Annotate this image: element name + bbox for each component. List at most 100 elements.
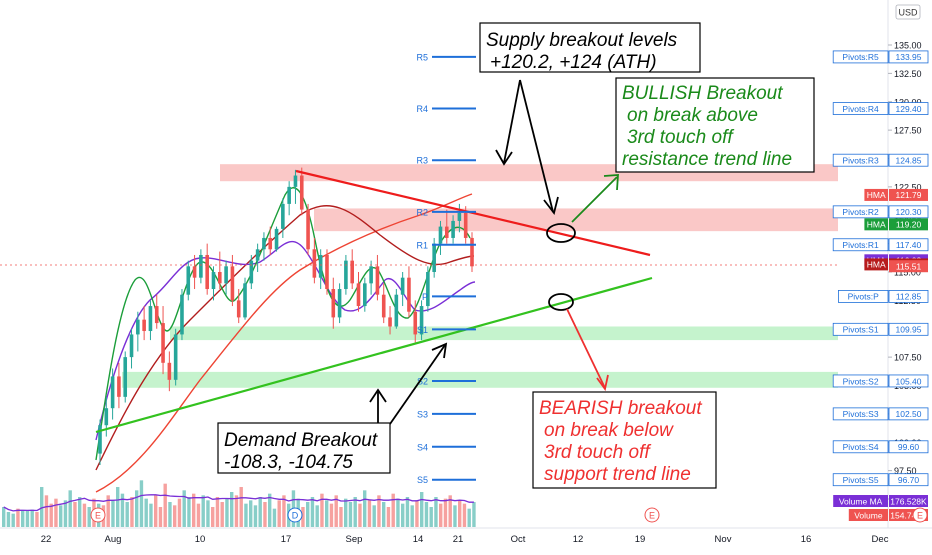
candle[interactable] bbox=[142, 306, 146, 341]
candle[interactable] bbox=[388, 306, 392, 335]
candle-body bbox=[444, 226, 449, 238]
candle[interactable] bbox=[136, 311, 140, 352]
event-marker[interactable]: E bbox=[644, 507, 660, 523]
candle[interactable] bbox=[306, 203, 310, 255]
time-tick-label: 10 bbox=[195, 534, 206, 545]
candle[interactable] bbox=[249, 254, 254, 290]
candle-body bbox=[293, 175, 298, 187]
event-marker[interactable]: E bbox=[90, 507, 106, 523]
volume-bar bbox=[206, 500, 210, 527]
volume-bar bbox=[82, 503, 87, 527]
candle[interactable] bbox=[299, 167, 304, 216]
candle[interactable] bbox=[173, 328, 178, 386]
demand-annotation: Demand Breakout -108.3, -104.75 bbox=[217, 422, 391, 474]
candle[interactable] bbox=[470, 232, 474, 272]
volume-bar bbox=[87, 507, 91, 527]
candle[interactable] bbox=[148, 300, 153, 341]
candle[interactable] bbox=[293, 169, 298, 204]
volume-bar bbox=[120, 493, 125, 527]
candle[interactable] bbox=[98, 419, 102, 465]
candle[interactable] bbox=[331, 277, 336, 329]
candle[interactable] bbox=[344, 254, 348, 295]
candle-body bbox=[331, 289, 336, 318]
candle[interactable] bbox=[217, 251, 222, 290]
candle[interactable] bbox=[281, 198, 285, 238]
candle[interactable] bbox=[363, 277, 367, 312]
candle[interactable] bbox=[426, 266, 430, 312]
trend-lines bbox=[95, 169, 653, 434]
candle[interactable] bbox=[375, 254, 380, 301]
volume-bar bbox=[401, 503, 405, 527]
pivot-label-r3: R3 bbox=[416, 156, 428, 166]
supply-zone-r2 bbox=[314, 208, 838, 232]
candle[interactable] bbox=[356, 272, 361, 312]
candle[interactable] bbox=[211, 266, 216, 301]
candle[interactable] bbox=[274, 226, 279, 252]
price-label: Pivots:S3 102.50 bbox=[832, 407, 929, 421]
volume-bar bbox=[49, 503, 53, 527]
candle-body bbox=[268, 237, 273, 250]
volume-label-name: Volume bbox=[854, 510, 883, 520]
candle[interactable] bbox=[381, 283, 386, 324]
candle[interactable] bbox=[117, 362, 121, 409]
candle[interactable] bbox=[129, 328, 134, 369]
supply-line-1: Supply breakout levels bbox=[486, 30, 678, 51]
candle[interactable] bbox=[110, 368, 115, 420]
candle[interactable] bbox=[413, 300, 418, 343]
candle[interactable] bbox=[438, 220, 443, 255]
candle[interactable] bbox=[123, 351, 128, 403]
volume-bar bbox=[443, 498, 448, 527]
volume-bar bbox=[59, 505, 63, 527]
candle[interactable] bbox=[394, 289, 399, 329]
candle[interactable] bbox=[318, 249, 323, 290]
candle[interactable] bbox=[161, 306, 165, 375]
candle[interactable] bbox=[255, 243, 260, 272]
candle[interactable] bbox=[337, 283, 342, 324]
candle[interactable] bbox=[192, 254, 197, 290]
candle[interactable] bbox=[312, 237, 317, 284]
candle[interactable] bbox=[180, 289, 184, 341]
candle[interactable] bbox=[400, 272, 405, 307]
candle-body bbox=[375, 266, 380, 295]
volume-bar bbox=[11, 513, 15, 527]
price-label-value-box bbox=[888, 50, 929, 64]
event-marker[interactable]: E bbox=[912, 507, 928, 523]
candle[interactable] bbox=[186, 260, 191, 301]
candle[interactable] bbox=[268, 226, 273, 255]
candle[interactable] bbox=[154, 294, 159, 329]
candle[interactable] bbox=[243, 277, 247, 320]
price-label-name: Pivots:S1 bbox=[843, 325, 879, 335]
resistance-trend-line[interactable] bbox=[295, 169, 651, 257]
candle[interactable] bbox=[262, 232, 266, 261]
candle[interactable] bbox=[199, 249, 203, 284]
candle[interactable] bbox=[236, 289, 241, 324]
candle[interactable] bbox=[444, 209, 449, 244]
event-marker[interactable]: D bbox=[287, 507, 303, 523]
candle[interactable] bbox=[350, 249, 355, 290]
candle[interactable] bbox=[287, 181, 291, 216]
price-label: Pivots:S5 96.70 bbox=[832, 473, 929, 487]
candle[interactable] bbox=[167, 351, 172, 392]
candle-body bbox=[211, 272, 216, 290]
currency-label: USD bbox=[898, 8, 918, 18]
volume-bar bbox=[448, 495, 452, 527]
candle-body bbox=[312, 249, 317, 278]
support-trend-line[interactable] bbox=[95, 276, 653, 434]
volume-bar bbox=[149, 503, 153, 527]
candle[interactable] bbox=[407, 266, 411, 318]
annotation-arrows bbox=[369, 79, 619, 425]
price-label-value: 96.70 bbox=[898, 475, 920, 485]
candle[interactable] bbox=[230, 254, 235, 307]
candle[interactable] bbox=[419, 300, 424, 341]
candle[interactable] bbox=[369, 260, 373, 295]
candle[interactable] bbox=[325, 249, 329, 295]
candle[interactable] bbox=[451, 215, 455, 244]
volume-bar bbox=[215, 497, 220, 527]
candle[interactable] bbox=[205, 243, 209, 295]
candle[interactable] bbox=[224, 260, 228, 295]
time-tick-label: Oct bbox=[511, 534, 526, 545]
candle[interactable] bbox=[457, 203, 462, 233]
price-label-name-box bbox=[832, 102, 889, 115]
